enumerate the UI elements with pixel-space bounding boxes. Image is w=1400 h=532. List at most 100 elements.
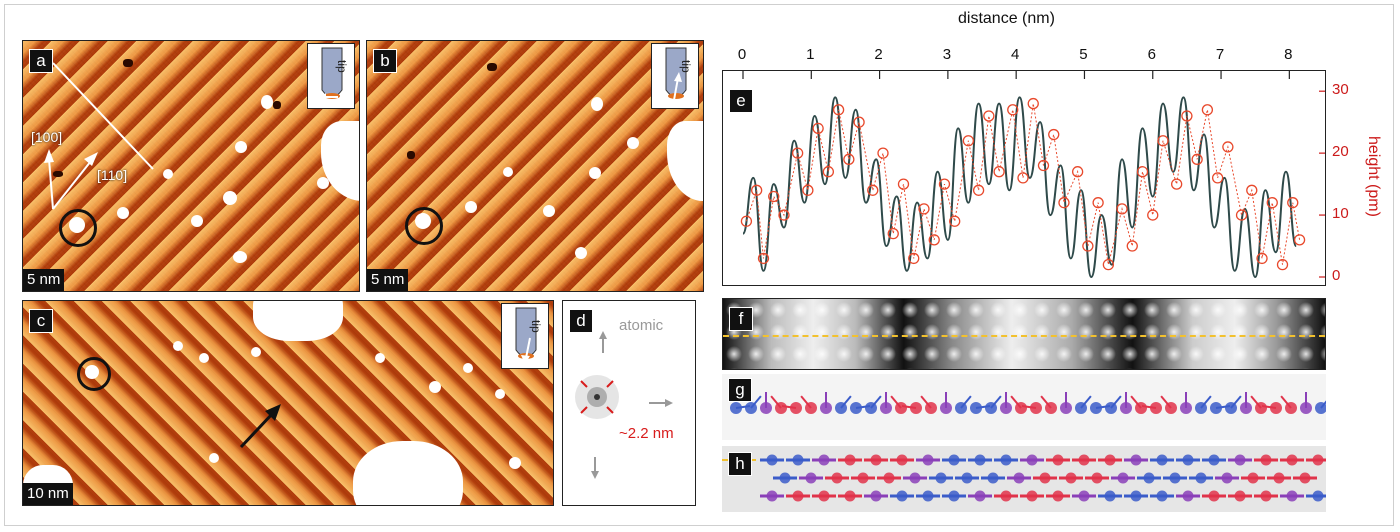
panel-label-g: g [728, 378, 752, 402]
atom [760, 402, 772, 414]
atom [1312, 490, 1324, 502]
data-point [768, 190, 780, 203]
atom [1234, 490, 1246, 502]
spin-chain-side-view [730, 392, 1326, 414]
atom [922, 490, 934, 502]
line-profile-marker [44, 62, 154, 210]
atom [1000, 490, 1012, 502]
data-point [757, 252, 770, 265]
data-point [1191, 153, 1203, 165]
stm-panel-b: b tip 5 nm [366, 40, 704, 292]
x-tick-label: 5 [1079, 46, 1088, 63]
atom [1208, 490, 1220, 502]
x-tick-label: 0 [737, 46, 747, 63]
data-point [983, 110, 995, 122]
atom [844, 454, 856, 466]
atom [987, 472, 999, 484]
atom [1143, 472, 1155, 484]
atom [805, 472, 817, 484]
atom [1030, 402, 1042, 414]
atom [935, 472, 947, 484]
atom [922, 454, 934, 466]
data-point [1222, 141, 1234, 153]
profile-panel-e: e [722, 70, 1326, 286]
data-point [1211, 172, 1224, 184]
atom [1312, 454, 1324, 466]
tip-inset: tip [307, 43, 355, 109]
stm-panel-a: [100] [110] a tip 5 nm [22, 40, 360, 292]
atom [790, 402, 802, 414]
adatom [117, 207, 129, 219]
spin-model-panel-g: g [722, 374, 1326, 440]
atom [1104, 490, 1116, 502]
x-tick-label: 4 [1010, 46, 1020, 63]
data-point [843, 153, 855, 165]
panel-label-c: c [29, 309, 53, 333]
tip-inset: tip [651, 43, 699, 109]
data-point [802, 184, 814, 196]
tip-inset: tip [501, 303, 549, 369]
atom [730, 402, 742, 414]
adatom [251, 347, 261, 357]
adatom [233, 251, 247, 263]
atom [1091, 472, 1103, 484]
data-point [1147, 209, 1159, 221]
atom [896, 490, 908, 502]
data-point [1136, 166, 1149, 178]
atom [818, 454, 830, 466]
atom [883, 472, 895, 484]
data-point [1048, 128, 1060, 141]
adatom [465, 201, 477, 213]
step-edge [667, 121, 703, 201]
atom [820, 402, 832, 414]
atom [1182, 490, 1194, 502]
atom [1195, 472, 1207, 484]
atom [1104, 454, 1116, 466]
atom [775, 402, 787, 414]
atom [955, 402, 967, 414]
panel-label-b: b [373, 49, 397, 73]
data-point [918, 203, 930, 215]
atom [1240, 402, 1252, 414]
data-point [740, 215, 753, 227]
measured-dotted-line [745, 103, 1301, 265]
dashed-line [723, 335, 1325, 337]
data-point [822, 166, 835, 178]
tip-icon: tip [320, 47, 349, 101]
atom [1165, 402, 1177, 414]
data-point [1157, 135, 1169, 147]
data-point [897, 178, 910, 190]
tip-icon: tip [515, 307, 543, 364]
atom [1180, 402, 1192, 414]
adatom [589, 167, 601, 179]
y-tick-label: 0 [1332, 267, 1341, 284]
atom [1000, 402, 1012, 414]
atom [1260, 454, 1272, 466]
atom [1060, 402, 1072, 414]
data-point [812, 122, 824, 135]
atom [1065, 472, 1077, 484]
atom [870, 454, 882, 466]
stm-panel-c: c tip 10 nm [22, 300, 554, 506]
y-tick-label: 20 [1332, 143, 1349, 161]
x-tick-label: 6 [1147, 46, 1156, 63]
adatom [235, 141, 247, 153]
scale-bar-b: 5 nm [367, 269, 409, 291]
island [397, 465, 437, 505]
data-point [1293, 234, 1306, 246]
atom [1273, 472, 1285, 484]
data-point [1171, 178, 1183, 190]
adatom [317, 177, 329, 189]
atom [766, 454, 778, 466]
atom [818, 490, 830, 502]
adatom [209, 453, 219, 463]
data-point [1235, 209, 1248, 221]
atom [909, 472, 921, 484]
atom [835, 402, 847, 414]
data-point [1071, 166, 1084, 178]
tip-label: tip [529, 320, 543, 333]
data-point [1037, 159, 1050, 172]
data-point [949, 215, 961, 227]
adatom [191, 215, 203, 227]
y-tick-label: 30 [1332, 81, 1349, 99]
